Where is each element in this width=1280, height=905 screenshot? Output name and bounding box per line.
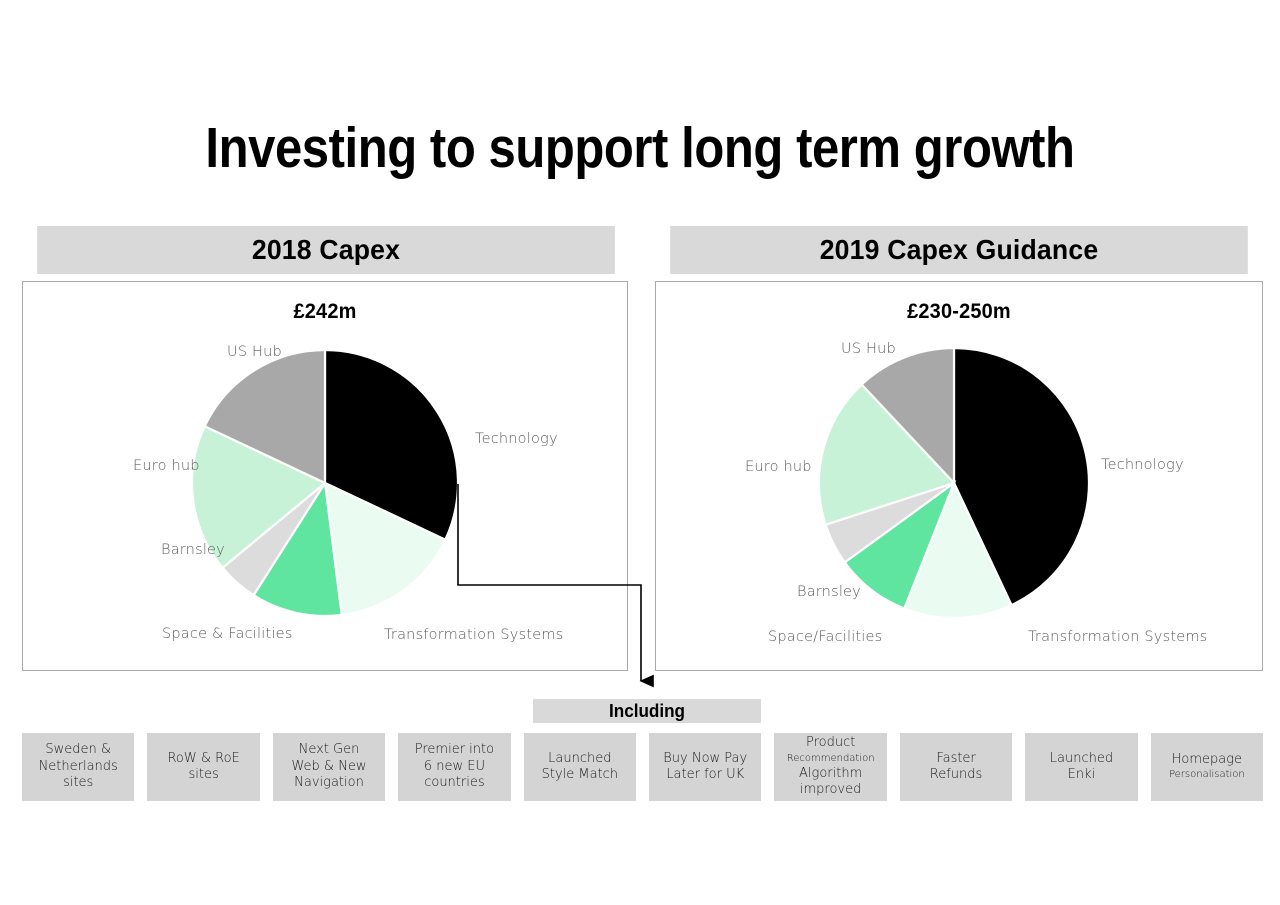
chip-line: Launched bbox=[548, 750, 612, 766]
pie-svg-2018 bbox=[190, 348, 460, 618]
chip-line: countries bbox=[424, 775, 485, 791]
pie-slice-euro-hub bbox=[190, 424, 328, 570]
pie-slice-transformation-systems bbox=[902, 480, 1013, 620]
pie-chart-2018-capex: Technology Transformation Systems Space … bbox=[112, 336, 563, 643]
chip-product-recommendation-algorithm[interactable]: Product Recommendation Algorithm improve… bbox=[774, 733, 887, 801]
chip-line: Recommendation bbox=[786, 752, 875, 764]
chip-launched-style-match[interactable]: Launched Style Match bbox=[523, 733, 637, 801]
chip-line: 6 new EU bbox=[423, 758, 485, 774]
chip-premier-6-new-eu-countries[interactable]: Premier into 6 new EU countries bbox=[398, 733, 511, 801]
chip-line: sites bbox=[188, 767, 219, 782]
chip-row-roe-sites[interactable]: RoW & RoE sites bbox=[147, 733, 260, 801]
chip-line: Refunds bbox=[929, 767, 983, 782]
pie-label-barnsley: Barnsley bbox=[797, 584, 861, 600]
pie-slice-transformation-systems bbox=[323, 481, 447, 617]
pie-slice-technology bbox=[323, 348, 460, 542]
pie-label-transformation-systems: Transformation Systems bbox=[1028, 629, 1208, 645]
chip-next-gen-web-navigation[interactable]: Next Gen Web & New Navigation bbox=[272, 733, 386, 801]
amount-2019-capex-guidance: £230-250m bbox=[907, 300, 1011, 323]
chip-line: Faster bbox=[936, 750, 976, 766]
chip-line: Algorithm bbox=[799, 765, 863, 781]
chip-line: Personalisation bbox=[1168, 769, 1245, 781]
chip-line: Premier into bbox=[414, 742, 495, 758]
panel-2019-capex-guidance: £230-250m Technology Transformation Syst… bbox=[655, 281, 1263, 671]
chip-line: sites bbox=[63, 775, 94, 791]
page-title: Investing to support long term growth bbox=[205, 116, 1075, 180]
pie-label-technology: Technology bbox=[1101, 457, 1184, 473]
including-label: Including bbox=[533, 699, 761, 723]
chip-launched-enki[interactable]: Launched Enki bbox=[1025, 733, 1138, 801]
pie-slice-space-facilities bbox=[252, 479, 343, 618]
chip-sweden-netherlands-sites[interactable]: Sweden & Netherlands sites bbox=[22, 733, 135, 801]
chip-line: Launched bbox=[1049, 750, 1114, 766]
pie-label-us-hub: US Hub bbox=[841, 341, 896, 357]
chip-line: Netherlands bbox=[38, 758, 118, 774]
pie-label-euro-hub: Euro hub bbox=[133, 458, 200, 474]
chip-homepage-personalisation[interactable]: Homepage Personalisation bbox=[1150, 733, 1264, 801]
pie-slice-euro-hub bbox=[817, 382, 956, 527]
pie-label-euro-hub: Euro hub bbox=[745, 459, 812, 475]
pie-label-space-facilities: Space/Facilities bbox=[768, 629, 883, 645]
pie-label-technology: Technology bbox=[475, 431, 558, 447]
chip-line: Product bbox=[805, 735, 856, 751]
chip-line: improved bbox=[799, 782, 862, 798]
chip-line: Style Match bbox=[541, 767, 619, 782]
panel-2018-capex: £242m Technology Transformation Systems … bbox=[22, 281, 628, 671]
chip-line: Later for UK bbox=[666, 767, 745, 782]
chip-line: Homepage bbox=[1171, 751, 1243, 767]
chip-line: Sweden & bbox=[45, 742, 112, 758]
chip-line: Next Gen bbox=[298, 742, 360, 758]
chip-line: Navigation bbox=[294, 775, 364, 791]
pie-slice-us-hub bbox=[860, 346, 956, 486]
chip-faster-refunds[interactable]: Faster Refunds bbox=[899, 733, 1013, 801]
initiative-chip-row: Sweden & Netherlands sites RoW & RoE sit… bbox=[22, 733, 1264, 801]
chip-line: Buy Now Pay bbox=[663, 750, 748, 766]
pie-svg-2019 bbox=[817, 346, 1091, 620]
chip-line: Enki bbox=[1067, 767, 1096, 782]
pie-label-barnsley: Barnsley bbox=[161, 542, 225, 558]
amount-2018-capex: £242m bbox=[293, 300, 357, 323]
pie-chart-2019-capex-guidance: Technology Transformation Systems Space/… bbox=[737, 336, 1207, 645]
column-header-2018-capex: 2018 Capex bbox=[37, 226, 615, 274]
pie-slice-technology bbox=[952, 346, 1091, 607]
column-header-2019-capex-guidance: 2019 Capex Guidance bbox=[670, 226, 1248, 274]
pie-label-transformation-systems: Transformation Systems bbox=[384, 627, 564, 643]
chip-line: Web & New bbox=[291, 758, 367, 774]
chip-line: RoW & RoE bbox=[167, 750, 240, 766]
chip-buy-now-pay-later-uk[interactable]: Buy Now Pay Later for UK bbox=[649, 733, 762, 801]
pie-slice-us-hub bbox=[203, 348, 327, 485]
pie-label-space-facilities: Space & Facilities bbox=[162, 626, 293, 642]
pie-label-us-hub: US Hub bbox=[227, 344, 282, 360]
